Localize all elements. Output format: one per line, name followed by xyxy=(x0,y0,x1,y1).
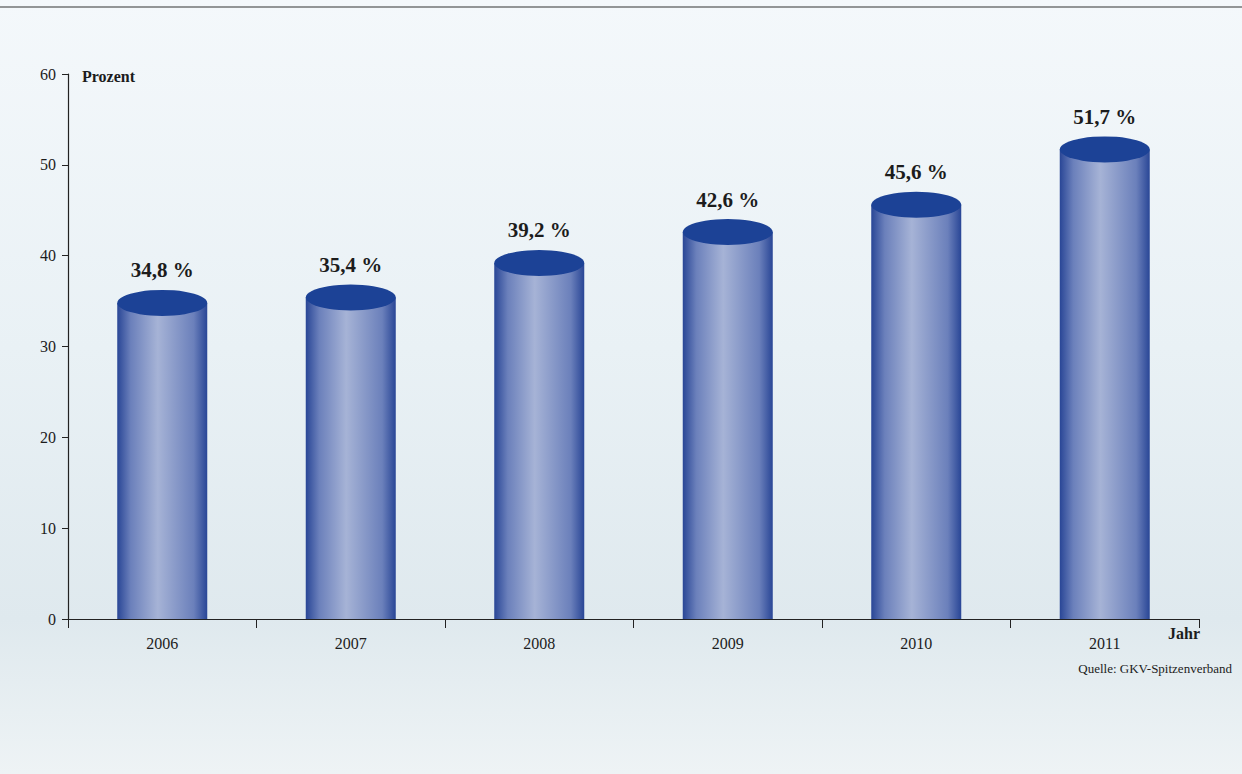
svg-text:2007: 2007 xyxy=(335,635,367,652)
svg-text:50: 50 xyxy=(40,156,56,173)
svg-text:2010: 2010 xyxy=(900,635,932,652)
svg-text:42,6 %: 42,6 % xyxy=(696,188,759,212)
svg-text:2008: 2008 xyxy=(523,635,555,652)
svg-text:2009: 2009 xyxy=(712,635,744,652)
svg-text:2006: 2006 xyxy=(146,635,178,652)
svg-text:2011: 2011 xyxy=(1089,635,1120,652)
svg-text:45,6 %: 45,6 % xyxy=(885,160,948,184)
svg-text:0: 0 xyxy=(48,611,56,628)
svg-text:60: 60 xyxy=(40,66,56,83)
svg-text:20: 20 xyxy=(40,429,56,446)
svg-text:10: 10 xyxy=(40,520,56,537)
svg-text:39,2 %: 39,2 % xyxy=(508,218,571,242)
svg-text:35,4 %: 35,4 % xyxy=(319,253,382,277)
svg-text:40: 40 xyxy=(40,247,56,264)
svg-text:30: 30 xyxy=(40,338,56,355)
svg-text:51,7 %: 51,7 % xyxy=(1073,105,1136,129)
svg-text:Quelle: GKV-Spitzenverband: Quelle: GKV-Spitzenverband xyxy=(1078,661,1232,676)
svg-text:Jahr: Jahr xyxy=(1168,625,1200,642)
svg-text:34,8 %: 34,8 % xyxy=(131,258,194,282)
svg-text:Prozent: Prozent xyxy=(82,68,136,85)
